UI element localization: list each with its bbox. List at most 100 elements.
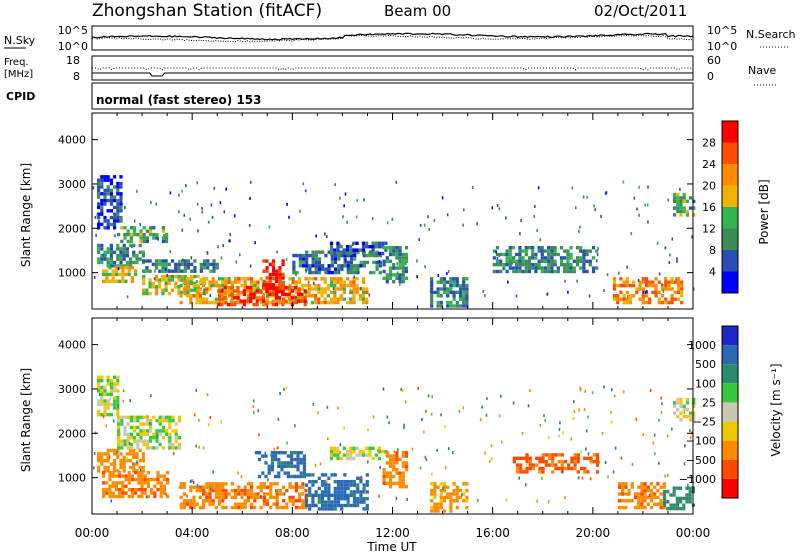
velocity-cell [672,506,676,511]
velocity-cell [123,429,127,433]
power-cell [292,264,296,268]
velocity-scatter-cell [683,462,686,466]
power-cell [297,299,301,303]
velocity-cell [362,497,366,501]
power-cell [685,199,689,203]
power-scatter-cell [332,287,335,290]
velocity-cell [439,492,443,496]
power-scatter-cell [637,278,640,282]
power-cell [294,280,298,284]
power-scatter-cell [676,257,678,261]
power-cell [295,253,299,258]
velocity-cell [583,470,587,474]
power-cell [336,277,340,281]
power-scatter-cell [567,290,569,294]
power-cell [353,250,357,254]
velocity-cell [302,471,306,475]
velocity-cell [274,474,278,479]
velocity-cell [158,415,162,419]
power-cell [230,290,234,295]
power-cell [116,247,120,251]
velocity-scatter-cell [653,433,656,437]
power-cell [307,294,311,298]
power-scatter-cell [404,267,407,271]
power-cell [582,259,586,263]
velocity-cell [106,392,110,396]
power-scatter-cell [201,210,204,214]
power-cell [670,287,674,291]
velocity-scatter-cell [156,434,159,438]
velocity-cell [116,409,120,413]
power-cell [211,300,215,305]
velocity-cell [182,502,186,506]
power-cell [288,277,292,281]
power-cell [385,259,389,263]
velocity-cell [291,485,295,489]
velocity-cell [123,439,127,443]
power-scatter-cell [248,224,251,227]
velocity-scatter-cell [195,388,197,392]
velocity-scatter-cell [132,462,134,466]
power-cell [433,290,437,295]
velocity-cell [116,455,120,459]
power-cell [116,215,120,220]
power-cell [495,252,500,257]
velocity-cell [113,385,117,390]
power-scatter-cell [484,294,486,298]
velocity-cell [692,414,696,419]
power-cell [198,280,202,284]
velocity-cell [595,456,600,460]
power-cell [404,246,409,250]
power-cell [505,252,509,257]
colorbar-tick-label: 16 [702,201,716,214]
velocity-cell [100,413,104,417]
power-cell [339,283,343,288]
velocity-cell [254,451,258,455]
power-cell [109,260,113,265]
velocity-cell [392,457,396,462]
velocity-cell [221,485,225,489]
velocity-cell [262,482,266,486]
velocity-cell [547,456,552,460]
velocity-cell [452,499,456,503]
power-scatter-cell [268,225,271,229]
power-cell [374,241,378,245]
velocity-cell [116,396,120,400]
velocity-cell [189,499,193,503]
power-scatter-cell [427,215,429,219]
velocity-scatter-cell [279,392,281,395]
colorbar-tick-label: 100 [695,377,716,390]
velocity-cell [150,491,154,495]
velocity-cell [97,469,101,473]
power-scatter-cell [378,260,381,263]
power-scatter-cell [223,210,226,214]
power-scatter-cell [233,214,236,218]
power-cell [404,252,409,257]
velocity-cell [685,401,689,405]
velocity-cell [595,470,600,474]
velocity-cell [339,456,343,461]
power-cell [114,266,118,270]
power-cell [132,250,136,254]
power-cell [439,304,443,308]
velocity-scatter-cell [192,480,195,484]
nsearch-tick-top: 10^5 [707,24,737,37]
freq-tick-top: 18 [66,54,80,67]
power-cell [271,262,276,267]
velocity-cell [262,492,266,496]
velocity-cell [317,500,321,504]
power-cell [462,280,466,284]
power-cell [256,280,260,284]
power-cell [518,246,522,250]
velocity-cell [296,461,300,465]
velocity-cell [109,402,113,407]
power-cell [268,279,272,284]
velocity-cell [97,413,101,417]
power-cell [155,232,159,237]
power-cell [455,277,459,281]
velocity-cell [560,466,564,471]
velocity-scatter-cell [277,417,280,421]
power-cell [208,280,212,284]
power-cell [206,259,210,263]
velocity-cell [145,439,149,443]
